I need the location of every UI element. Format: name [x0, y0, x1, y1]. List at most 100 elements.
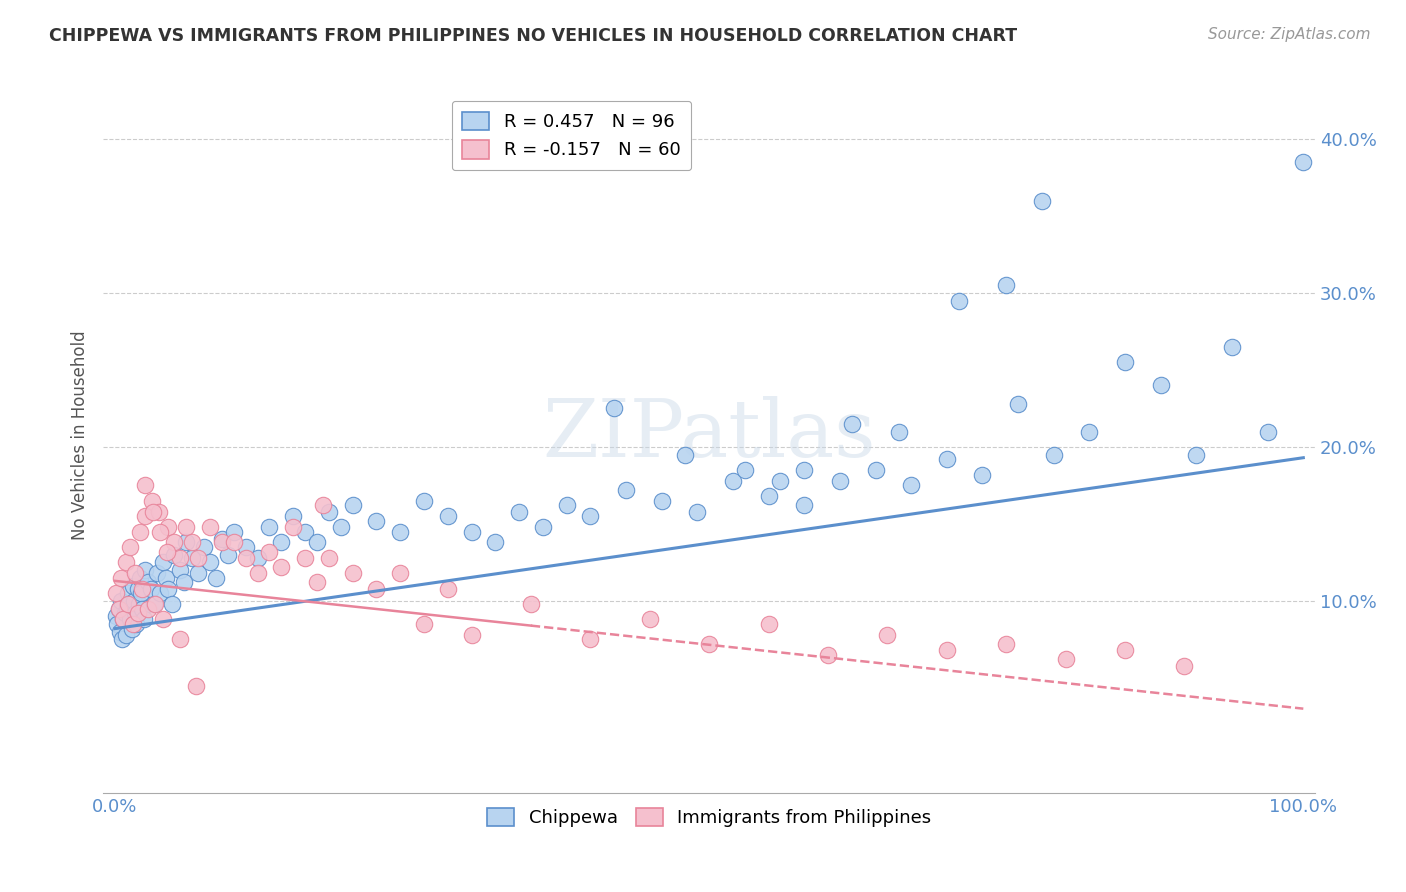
Point	[1054, 652, 1077, 666]
Point	[129, 524, 152, 539]
Point	[121, 578, 143, 592]
Text: ZIPatlas: ZIPatlas	[543, 396, 876, 475]
Point	[198, 556, 221, 570]
Point	[1257, 425, 1279, 439]
Point	[758, 617, 780, 632]
Point	[1114, 643, 1136, 657]
Point	[222, 524, 245, 539]
Point	[115, 601, 138, 615]
Point	[413, 617, 436, 632]
Point	[193, 540, 215, 554]
Point	[508, 505, 530, 519]
Point	[110, 571, 132, 585]
Point	[136, 575, 159, 590]
Point	[259, 544, 281, 558]
Point	[169, 632, 191, 647]
Point	[134, 563, 156, 577]
Point	[176, 535, 198, 549]
Point	[342, 499, 364, 513]
Point	[460, 628, 482, 642]
Point	[111, 632, 134, 647]
Point	[148, 505, 170, 519]
Point	[413, 493, 436, 508]
Point	[173, 575, 195, 590]
Point	[758, 489, 780, 503]
Point	[638, 612, 661, 626]
Point	[107, 601, 129, 615]
Point	[131, 582, 153, 596]
Point	[105, 617, 128, 632]
Point	[817, 648, 839, 662]
Point	[673, 448, 696, 462]
Point	[579, 632, 602, 647]
Point	[389, 524, 412, 539]
Point	[121, 622, 143, 636]
Point	[152, 556, 174, 570]
Point	[117, 597, 139, 611]
Point	[721, 474, 744, 488]
Point	[828, 474, 851, 488]
Point	[156, 544, 179, 558]
Point	[793, 499, 815, 513]
Point	[283, 520, 305, 534]
Point	[141, 493, 163, 508]
Point	[163, 548, 186, 562]
Point	[117, 586, 139, 600]
Legend: Chippewa, Immigrants from Philippines: Chippewa, Immigrants from Philippines	[479, 801, 939, 834]
Point	[305, 575, 328, 590]
Point	[342, 566, 364, 581]
Point	[1078, 425, 1101, 439]
Point	[118, 597, 141, 611]
Point	[149, 586, 172, 600]
Point	[198, 520, 221, 534]
Point	[145, 597, 167, 611]
Point	[211, 535, 233, 549]
Point	[1114, 355, 1136, 369]
Point	[793, 463, 815, 477]
Point	[389, 566, 412, 581]
Point	[136, 601, 159, 615]
Point	[211, 533, 233, 547]
Point	[1220, 340, 1243, 354]
Point	[114, 556, 136, 570]
Point	[283, 509, 305, 524]
Point	[124, 566, 146, 581]
Point	[129, 571, 152, 585]
Point	[145, 566, 167, 581]
Point	[114, 606, 136, 620]
Point	[187, 566, 209, 581]
Point	[865, 463, 887, 477]
Point	[460, 524, 482, 539]
Point	[972, 467, 994, 482]
Point	[105, 609, 128, 624]
Point	[128, 597, 150, 611]
Point	[1042, 448, 1064, 462]
Point	[1007, 397, 1029, 411]
Point	[157, 582, 180, 596]
Point	[555, 499, 578, 513]
Point	[129, 586, 152, 600]
Text: Source: ZipAtlas.com: Source: ZipAtlas.com	[1208, 27, 1371, 42]
Point	[935, 643, 957, 657]
Text: CHIPPEWA VS IMMIGRANTS FROM PHILIPPINES NO VEHICLES IN HOUSEHOLD CORRELATION CHA: CHIPPEWA VS IMMIGRANTS FROM PHILIPPINES …	[49, 27, 1018, 45]
Point	[876, 628, 898, 642]
Point	[152, 612, 174, 626]
Point	[155, 571, 177, 585]
Point	[259, 520, 281, 534]
Point	[841, 417, 863, 431]
Point	[995, 637, 1018, 651]
Point	[181, 550, 204, 565]
Point	[948, 293, 970, 308]
Point	[329, 520, 352, 534]
Point	[112, 612, 135, 626]
Point	[614, 483, 637, 497]
Point	[205, 571, 228, 585]
Point	[769, 474, 792, 488]
Point	[366, 514, 388, 528]
Point	[176, 520, 198, 534]
Point	[484, 535, 506, 549]
Point	[222, 535, 245, 549]
Point	[120, 612, 142, 626]
Point	[122, 594, 145, 608]
Point	[114, 628, 136, 642]
